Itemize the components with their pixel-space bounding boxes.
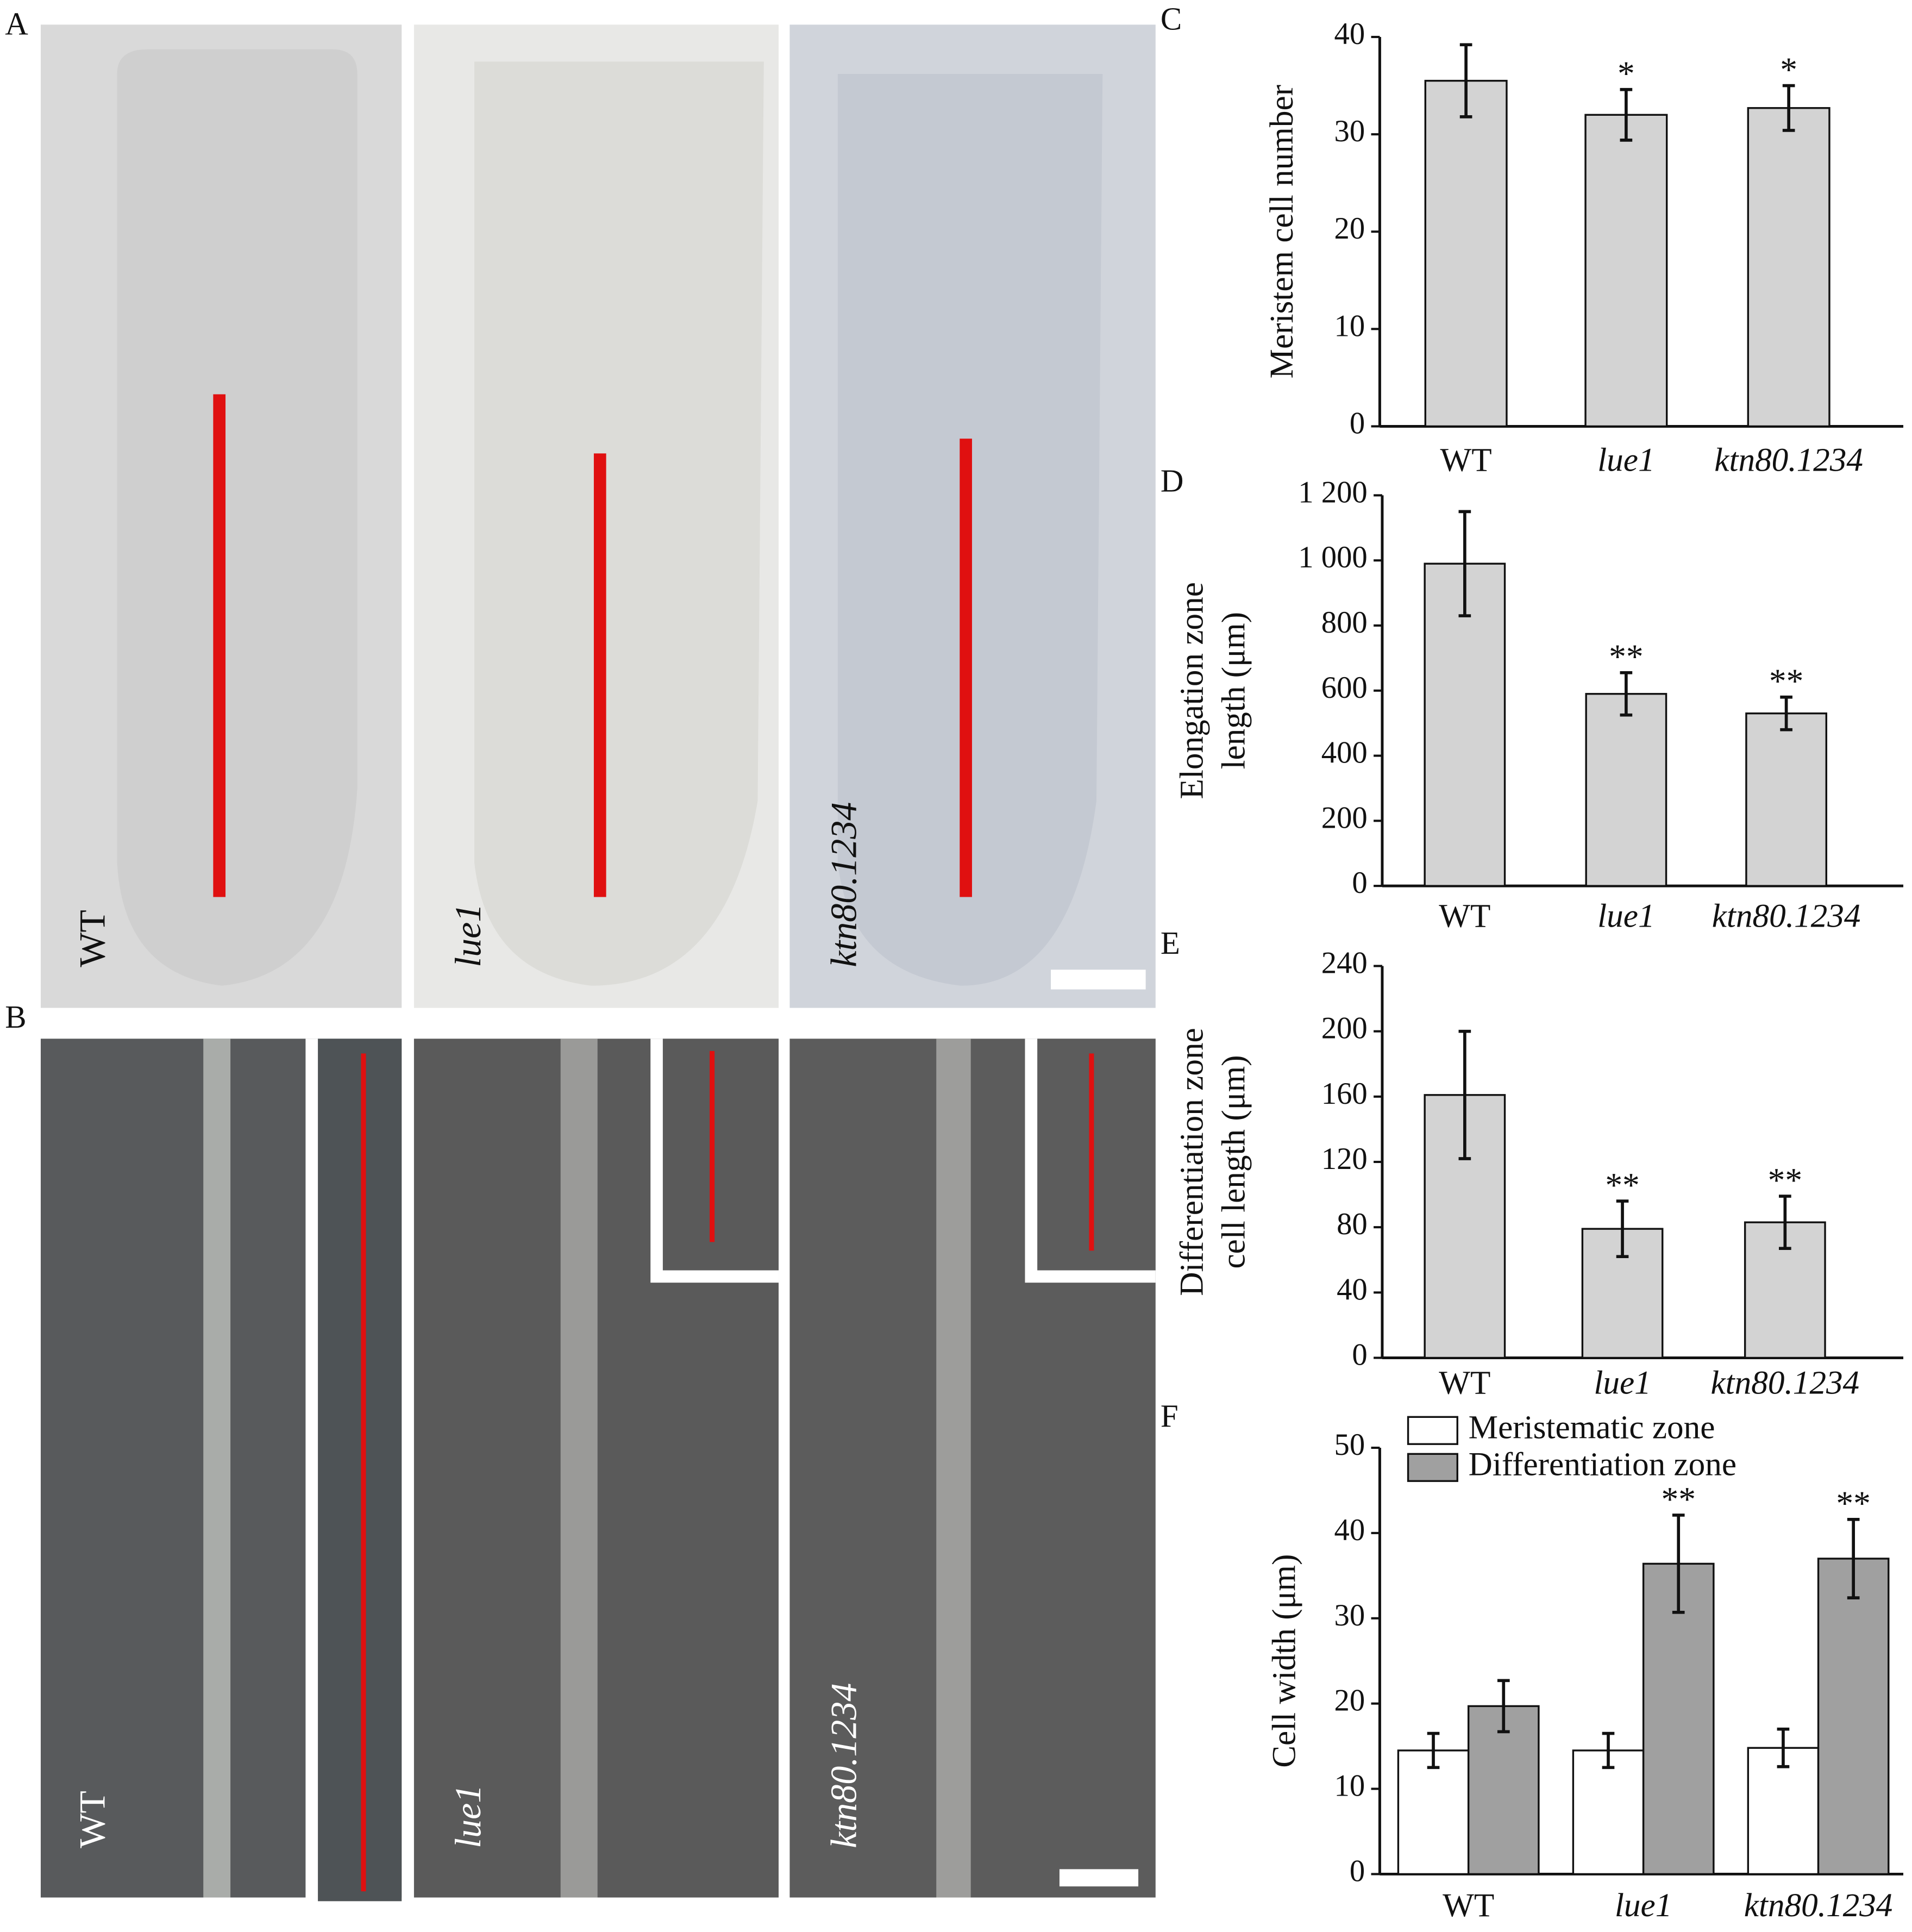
significance: ** — [1605, 1166, 1639, 1204]
bar — [1747, 1747, 1820, 1875]
significance: ** — [1609, 637, 1643, 676]
x-tick-label: WT — [1443, 1887, 1494, 1924]
vascular-strand — [936, 1039, 971, 1898]
genotype-label: WT — [72, 1791, 113, 1848]
genotype-label: WT — [72, 910, 113, 967]
x-tick-label: lue1 — [1594, 1365, 1651, 1402]
vascular-strand — [560, 1039, 598, 1898]
y-tick-label: 50 — [1334, 1428, 1365, 1462]
measure-line — [213, 394, 226, 897]
legend-label: Meristematic zone — [1469, 1409, 1715, 1446]
panel-letter: C — [1161, 1, 1182, 36]
y-tick-label: 800 — [1321, 605, 1368, 640]
bar — [1572, 1749, 1645, 1875]
y-tick-label: 80 — [1337, 1207, 1368, 1241]
bar — [1745, 712, 1827, 887]
genotype-label: ktn80.1234 — [823, 1683, 864, 1848]
significance: * — [1618, 54, 1635, 93]
bar — [1747, 107, 1830, 428]
scale-bar — [1051, 970, 1146, 990]
x-tick-label: WT — [1439, 897, 1490, 934]
significance: ** — [1661, 1480, 1695, 1518]
panel-letter: A — [5, 5, 28, 41]
measure-line — [593, 453, 606, 897]
measure-line — [710, 1051, 715, 1242]
measure-line — [960, 439, 972, 897]
bar — [1585, 693, 1667, 887]
bar — [1584, 114, 1668, 428]
x-tick-label: WT — [1439, 1365, 1490, 1402]
y-tick-label: 1 000 — [1298, 540, 1368, 574]
y-tick-label: 40 — [1334, 1513, 1365, 1547]
x-tick-label: lue1 — [1615, 1887, 1672, 1924]
y-tick-label: 120 — [1321, 1142, 1368, 1176]
legend-swatch — [1407, 1453, 1458, 1482]
y-axis-label: Elongation zone — [1173, 582, 1210, 799]
legend-label: Differentiation zone — [1469, 1446, 1737, 1483]
y-tick-label: 0 — [1350, 406, 1365, 440]
y-axis-label: Meristem cell number — [1263, 85, 1300, 378]
y-tick-label: 200 — [1321, 1011, 1368, 1046]
inset — [662, 1039, 779, 1271]
panel-letter: E — [1161, 925, 1180, 961]
significance: ** — [1768, 1161, 1802, 1199]
panel-letter: F — [1161, 1398, 1178, 1434]
y-tick-label: 20 — [1334, 1684, 1365, 1718]
x-tick-label: ktn80.1234 — [1744, 1887, 1893, 1924]
x-tick-label: ktn80.1234 — [1714, 442, 1863, 479]
x-tick-label: ktn80.1234 — [1710, 1365, 1859, 1402]
y-axis-label: Cell width (μm) — [1265, 1554, 1302, 1768]
root-shape — [117, 49, 358, 986]
root-shape — [474, 61, 764, 986]
y-tick-label: 400 — [1321, 736, 1368, 770]
panel-letter: D — [1161, 463, 1184, 499]
y-tick-label: 40 — [1337, 1272, 1368, 1306]
inset — [318, 1039, 402, 1902]
y-tick-label: 600 — [1321, 671, 1368, 705]
genotype-label: lue1 — [447, 1785, 488, 1848]
x-tick-label: ktn80.1234 — [1712, 897, 1861, 934]
bar — [1467, 1705, 1540, 1875]
y-tick-label: 0 — [1352, 866, 1367, 900]
panel-letter: B — [5, 999, 26, 1035]
y-tick-label: 200 — [1321, 801, 1368, 835]
x-tick-label: lue1 — [1597, 897, 1654, 934]
bar — [1642, 1562, 1715, 1875]
inset — [1037, 1039, 1156, 1271]
y-tick-label: 0 — [1350, 1854, 1365, 1888]
y-tick-label: 30 — [1334, 114, 1365, 148]
y-axis-label: Differentiation zone — [1173, 1028, 1210, 1296]
y-tick-label: 40 — [1334, 17, 1365, 51]
y-tick-label: 0 — [1352, 1337, 1367, 1372]
y-axis-label: cell length (μm) — [1215, 1055, 1252, 1268]
x-tick-label: WT — [1440, 442, 1492, 479]
y-tick-label: 240 — [1321, 946, 1368, 980]
y-tick-label: 30 — [1334, 1598, 1365, 1633]
y-axis-label: length (μm) — [1215, 612, 1252, 769]
x-tick-label: lue1 — [1597, 442, 1654, 479]
legend-swatch — [1407, 1416, 1458, 1445]
y-tick-label: 160 — [1321, 1077, 1368, 1111]
genotype-label: lue1 — [447, 904, 488, 967]
measure-line — [1089, 1053, 1094, 1251]
significance: ** — [1769, 662, 1803, 701]
bar — [1424, 79, 1508, 428]
bar — [1424, 562, 1506, 887]
y-tick-label: 10 — [1334, 1769, 1365, 1803]
genotype-label: ktn80.1234 — [823, 802, 864, 967]
significance: ** — [1836, 1484, 1870, 1523]
scale-bar — [1059, 1869, 1139, 1887]
measure-line — [361, 1053, 366, 1892]
y-tick-label: 1 200 — [1298, 475, 1368, 509]
y-tick-label: 10 — [1334, 309, 1365, 343]
bar — [1817, 1558, 1890, 1875]
significance: * — [1780, 50, 1797, 89]
y-tick-label: 20 — [1334, 211, 1365, 246]
vascular-strand — [203, 1039, 231, 1898]
